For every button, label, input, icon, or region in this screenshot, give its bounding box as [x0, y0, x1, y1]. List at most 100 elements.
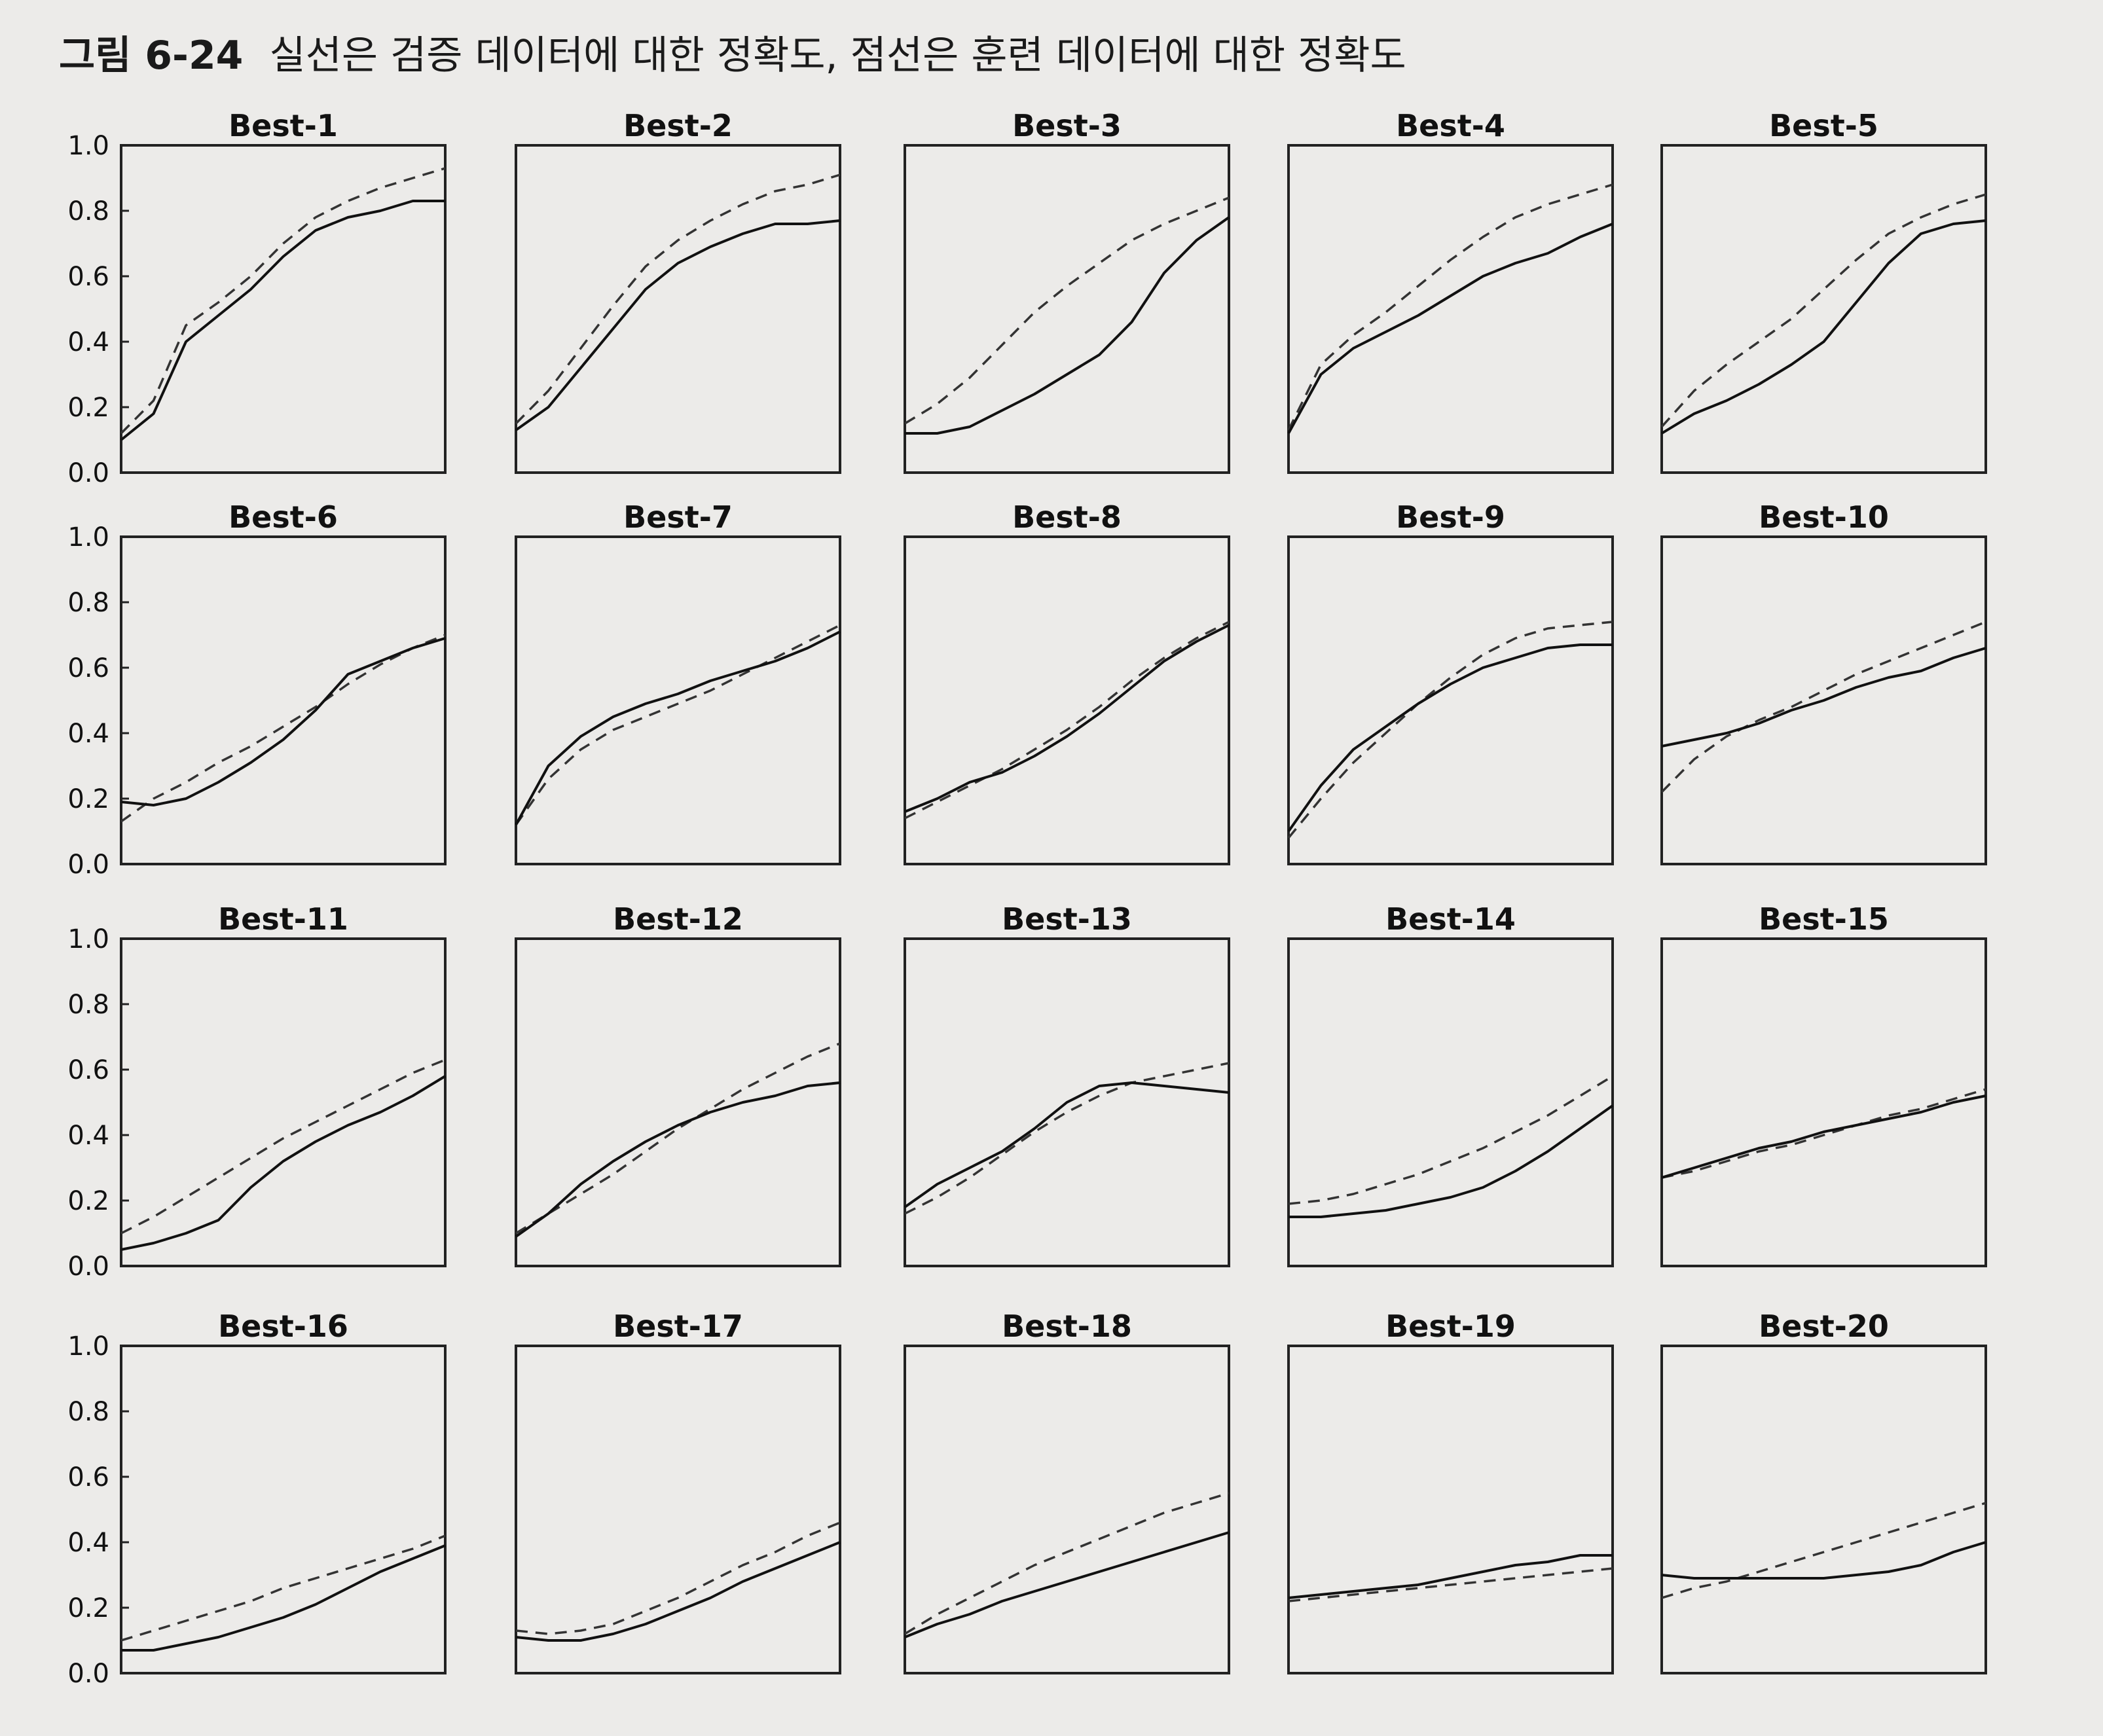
chart-panel-best-19: Best-19 — [1287, 1309, 1614, 1674]
train-accuracy-line — [904, 1492, 1230, 1635]
chart-panel-best-10: Best-10 — [1660, 499, 1987, 865]
panel-title: Best-16 — [218, 1309, 348, 1344]
plot-frame — [1660, 937, 1987, 1267]
y-tick-label: 0.2 — [67, 784, 109, 814]
plot-frame — [1660, 535, 1987, 865]
train-accuracy-line — [120, 1058, 446, 1235]
train-accuracy-line — [904, 621, 1230, 820]
chart-panel-best-18: Best-18 — [904, 1309, 1230, 1674]
validation-accuracy-line — [1289, 1104, 1614, 1218]
validation-accuracy-line — [904, 1531, 1230, 1638]
plot-frame — [1287, 535, 1614, 865]
plot-frame — [904, 1345, 1230, 1674]
plot-frame — [904, 937, 1230, 1267]
chart-panel-best-1: Best-1 0.0 0.2 0.4 0.6 0.8 1.0 — [67, 108, 447, 488]
plot-frame — [1287, 937, 1614, 1267]
chart-panel-best-3: Best-3 — [904, 108, 1230, 474]
y-tick-label: 0.4 — [67, 1121, 109, 1151]
validation-accuracy-line — [1660, 219, 1986, 435]
train-accuracy-line — [1288, 1075, 1613, 1205]
chart-panel-best-5: Best-5 — [1660, 108, 1987, 474]
plot-frame — [515, 144, 841, 474]
plot-frame — [1287, 1345, 1614, 1674]
panel-title: Best-18 — [1002, 1309, 1132, 1344]
validation-accuracy-line — [1287, 223, 1613, 434]
validation-accuracy-line — [515, 219, 841, 431]
validation-accuracy-line — [515, 1541, 841, 1642]
chart-panel-best-7: Best-7 — [515, 499, 841, 865]
plot-frame — [1287, 144, 1614, 474]
panel-title: Best-15 — [1759, 901, 1889, 937]
y-tick-label: 0.2 — [67, 393, 109, 423]
train-accuracy-line — [1661, 1088, 1986, 1179]
train-accuracy-line — [904, 196, 1230, 425]
y-tick-label: 0.8 — [67, 588, 109, 618]
y-tick-label: 1.0 — [67, 924, 109, 954]
chart-panel-best-2: Best-2 — [515, 108, 841, 474]
panel-title: Best-13 — [1002, 901, 1132, 937]
train-accuracy-line — [120, 634, 446, 823]
panel-title: Best-2 — [623, 108, 733, 143]
y-tick-label: 0.0 — [67, 1252, 109, 1282]
chart-panel-best-13: Best-13 — [904, 901, 1230, 1267]
y-tick-label: 0.0 — [67, 850, 109, 880]
figure-label: 그림 6-24 — [59, 33, 244, 79]
chart-panel-best-12: Best-12 — [515, 901, 841, 1267]
y-tick-label: 0.6 — [67, 262, 109, 292]
chart-panel-best-17: Best-17 — [515, 1309, 841, 1674]
validation-accuracy-line — [904, 1081, 1230, 1208]
y-tick-label: 0.4 — [67, 719, 109, 749]
y-tick-label: 0.0 — [67, 458, 109, 488]
train-accuracy-line — [1287, 183, 1613, 431]
y-tick-label: 0.6 — [67, 1055, 109, 1085]
panel-title: Best-17 — [613, 1309, 743, 1344]
panel-title: Best-9 — [1396, 499, 1505, 535]
train-accuracy-line — [904, 1062, 1230, 1215]
train-accuracy-line — [515, 624, 841, 826]
validation-accuracy-line — [515, 1081, 841, 1238]
validation-accuracy-line — [515, 630, 841, 825]
plot-frame — [1660, 144, 1987, 474]
panel-title: Best-3 — [1012, 108, 1122, 143]
panel-title: Best-6 — [229, 499, 338, 535]
plot-frame — [1660, 1345, 1987, 1674]
train-accuracy-line — [515, 173, 841, 425]
panel-title: Best-11 — [218, 901, 348, 937]
chart-panel-best-9: Best-9 — [1287, 499, 1614, 865]
panel-title: Best-20 — [1759, 1309, 1889, 1344]
y-tick-label: 1.0 — [67, 522, 109, 552]
chart-panel-best-14: Best-14 — [1287, 901, 1614, 1267]
train-accuracy-line — [1661, 1502, 1986, 1599]
panel-title: Best-19 — [1385, 1309, 1516, 1344]
panel-title: Best-14 — [1385, 901, 1516, 937]
panel-title: Best-7 — [623, 499, 733, 535]
y-tick-label: 1.0 — [67, 131, 109, 161]
validation-accuracy-line — [121, 1544, 446, 1652]
validation-accuracy-line — [1288, 1554, 1613, 1599]
y-tick-label: 0.2 — [67, 1186, 109, 1216]
figure-caption-text: 실선은 검증 데이터에 대한 정확도, 점선은 훈련 데이터에 대한 정확도 — [269, 33, 1406, 79]
y-tick-label: 0.0 — [67, 1659, 109, 1689]
y-tick-label: 0.8 — [67, 1397, 109, 1427]
chart-panel-best-15: Best-15 — [1660, 901, 1987, 1267]
y-tick-label: 0.8 — [67, 196, 109, 226]
panel-title: Best-10 — [1759, 499, 1889, 535]
plot-frame — [120, 937, 447, 1267]
train-accuracy-line — [1660, 621, 1986, 793]
chart-panel-best-20: Best-20 — [1660, 1309, 1987, 1674]
validation-accuracy-line — [904, 624, 1230, 813]
train-accuracy-line — [1287, 621, 1613, 839]
panel-title: Best-12 — [613, 901, 743, 937]
panel-title: Best-5 — [1769, 108, 1878, 143]
y-tick-label: 0.4 — [67, 327, 109, 357]
validation-accuracy-line — [120, 200, 445, 441]
train-accuracy-line — [120, 1534, 446, 1642]
validation-accuracy-line — [905, 216, 1230, 435]
chart-panel-best-6: Best-6 0.0 0.2 0.4 0.6 0.8 1.0 — [67, 499, 447, 880]
validation-accuracy-line — [1661, 1094, 1986, 1179]
validation-accuracy-line — [1661, 647, 1986, 748]
y-tick-label: 0.4 — [67, 1528, 109, 1558]
train-accuracy-line — [120, 167, 446, 435]
